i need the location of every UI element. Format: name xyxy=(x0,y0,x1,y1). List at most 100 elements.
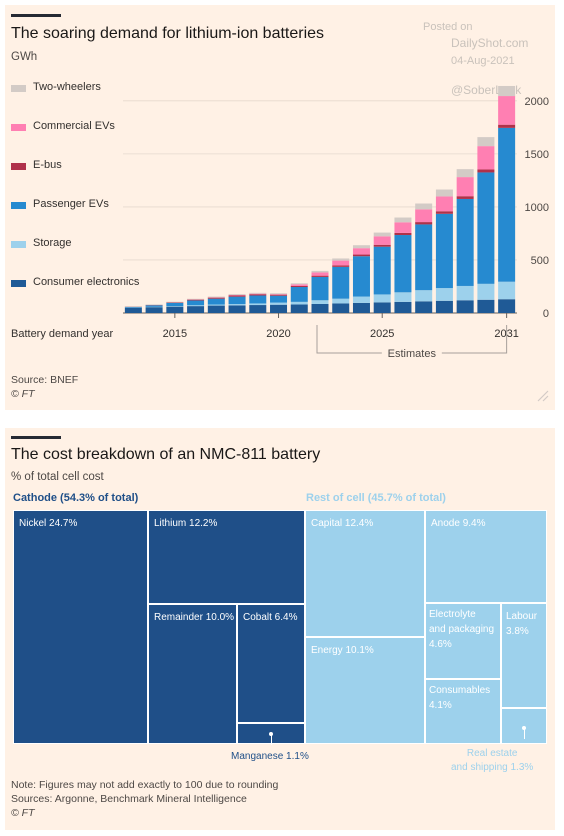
bar-segment-storage xyxy=(415,290,433,302)
estimates-label: Estimates xyxy=(388,348,437,360)
treemap-cell-electrolyte-packaging: Electrolyte and packaging 4.6% xyxy=(425,603,501,679)
bar-segment-passenger-evs xyxy=(145,305,163,307)
x-tick-label: 2020 xyxy=(266,328,290,340)
bar-segment-two-wheelers xyxy=(124,306,142,307)
legend-swatch xyxy=(11,280,26,287)
bar-segment-e-bus xyxy=(207,297,225,299)
bar-segment-two-wheelers xyxy=(435,189,453,197)
y-tick-label: 2000 xyxy=(525,96,549,108)
watermark-site: DailyShot.com xyxy=(451,36,529,50)
bar-segment-two-wheelers xyxy=(311,270,329,273)
treemap-cell-cobalt: Cobalt 6.4% xyxy=(237,604,305,723)
bar-segment-commercial-evs xyxy=(311,272,329,276)
bar-segment-consumer-electronics xyxy=(145,307,163,313)
bar-segment-consumer-electronics xyxy=(228,305,246,313)
bar-segment-consumer-electronics xyxy=(435,300,453,313)
legend-label: E-bus xyxy=(33,159,62,171)
chart1-title: The soaring demand for lithium-ion batte… xyxy=(11,25,325,42)
bar-segment-storage xyxy=(166,306,184,307)
treemap-cell-energy: Energy 10.1% xyxy=(305,637,425,744)
bar-segment-storage xyxy=(435,288,453,301)
bar-segment-passenger-evs xyxy=(228,296,246,305)
bar-segment-commercial-evs xyxy=(270,294,288,295)
bar-segment-commercial-evs xyxy=(373,236,391,245)
x-tick-label: 2025 xyxy=(370,328,394,340)
bar-segment-two-wheelers xyxy=(352,245,370,249)
treemap-cell-labour: Labour 3.8% xyxy=(501,603,547,708)
bar-segment-two-wheelers xyxy=(228,294,246,295)
bar-segment-passenger-evs xyxy=(373,246,391,295)
bar-segment-two-wheelers xyxy=(332,258,350,261)
chart1-source: Source: BNEF xyxy=(11,374,79,386)
bar-segment-two-wheelers xyxy=(145,304,163,305)
bar-segment-commercial-evs xyxy=(332,260,350,266)
cathode-group-label: Cathode (54.3% of total) xyxy=(13,492,139,504)
bar-segment-e-bus xyxy=(352,254,370,257)
treemap-label: Capital 12.4% xyxy=(311,518,374,529)
bar-segment-two-wheelers xyxy=(290,283,308,285)
bar-segment-two-wheelers xyxy=(477,137,495,147)
bar-segment-passenger-evs xyxy=(311,276,329,301)
bar-segment-consumer-electronics xyxy=(166,306,184,313)
bar-segment-storage xyxy=(311,300,329,304)
bar-segment-consumer-electronics xyxy=(415,301,433,313)
bar-segment-passenger-evs xyxy=(498,127,516,282)
bar-segment-passenger-evs xyxy=(352,256,370,297)
cost-breakdown-panel: The cost breakdown of an NMC-811 battery… xyxy=(5,428,555,830)
bar-segment-e-bus xyxy=(456,196,474,199)
bar-segment-consumer-electronics xyxy=(394,301,412,313)
bar-segment-consumer-electronics xyxy=(270,304,288,313)
bar-segment-consumer-electronics xyxy=(290,304,308,313)
rest-of-cell-group-label: Rest of cell (45.7% of total) xyxy=(306,492,446,504)
bar-segment-e-bus xyxy=(166,302,184,303)
legend-label: Passenger EVs xyxy=(33,198,109,210)
bar-segment-consumer-electronics xyxy=(456,300,474,313)
legend-label: Two-wheelers xyxy=(33,81,101,93)
bar-segment-e-bus xyxy=(435,211,453,214)
bar-segment-two-wheelers xyxy=(166,301,184,303)
chart2-title: The cost breakdown of an NMC-811 battery xyxy=(11,446,321,463)
bar-segment-storage xyxy=(228,304,246,306)
bar-segment-consumer-electronics xyxy=(352,302,370,313)
bar-segment-e-bus xyxy=(311,275,329,277)
bar-segment-e-bus xyxy=(187,299,205,301)
chart2-credit: © FT xyxy=(11,807,35,819)
lithium-demand-panel: The soaring demand for lithium-ion batte… xyxy=(5,5,555,410)
treemap-cell-nickel: Nickel 24.7% xyxy=(13,510,148,744)
x-tick-label: 2015 xyxy=(163,328,187,340)
callout-marker xyxy=(522,726,526,730)
bar-segment-storage xyxy=(477,283,495,300)
resize-corner-icon xyxy=(537,390,549,402)
treemap-cell-remainder: Remainder 10.0% xyxy=(148,604,237,744)
estimates-label-bg xyxy=(381,346,442,360)
bar-segment-two-wheelers xyxy=(498,85,516,97)
bar-segment-two-wheelers xyxy=(456,169,474,178)
bar-segment-passenger-evs xyxy=(456,198,474,286)
bar-segment-e-bus xyxy=(290,285,308,288)
bar-segment-e-bus xyxy=(394,232,412,236)
treemap-label: Labour 3.8% xyxy=(506,611,538,637)
treemap-label: Electrolyte and packaging 4.6% xyxy=(429,609,495,650)
bar-segment-storage xyxy=(270,302,288,305)
watermark-posted: Posted on xyxy=(423,21,473,33)
treemap-label: Remainder 10.0% xyxy=(154,612,235,623)
callout-line xyxy=(523,729,525,739)
bar-segment-e-bus xyxy=(249,294,267,296)
bar-segment-storage xyxy=(290,301,308,305)
bar-segment-consumer-electronics xyxy=(311,303,329,313)
bar-segment-two-wheelers xyxy=(415,203,433,210)
bar-segment-passenger-evs xyxy=(290,287,308,302)
bar-segment-commercial-evs xyxy=(290,284,308,286)
bar-segment-e-bus xyxy=(270,294,288,296)
bar-segment-e-bus xyxy=(477,169,495,173)
callout-marker xyxy=(269,732,273,736)
chart2-unit-label: % of total cell cost xyxy=(11,471,104,483)
bar-segment-passenger-evs xyxy=(415,224,433,291)
bar-segment-passenger-evs xyxy=(394,235,412,293)
real-estate-callout: Real estate and shipping 1.3% xyxy=(451,748,534,773)
treemap-label: Anode 9.4% xyxy=(431,518,486,529)
treemap-cell-capital: Capital 12.4% xyxy=(305,510,425,637)
bar-segment-passenger-evs xyxy=(477,172,495,284)
bar-segment-storage xyxy=(249,303,267,306)
